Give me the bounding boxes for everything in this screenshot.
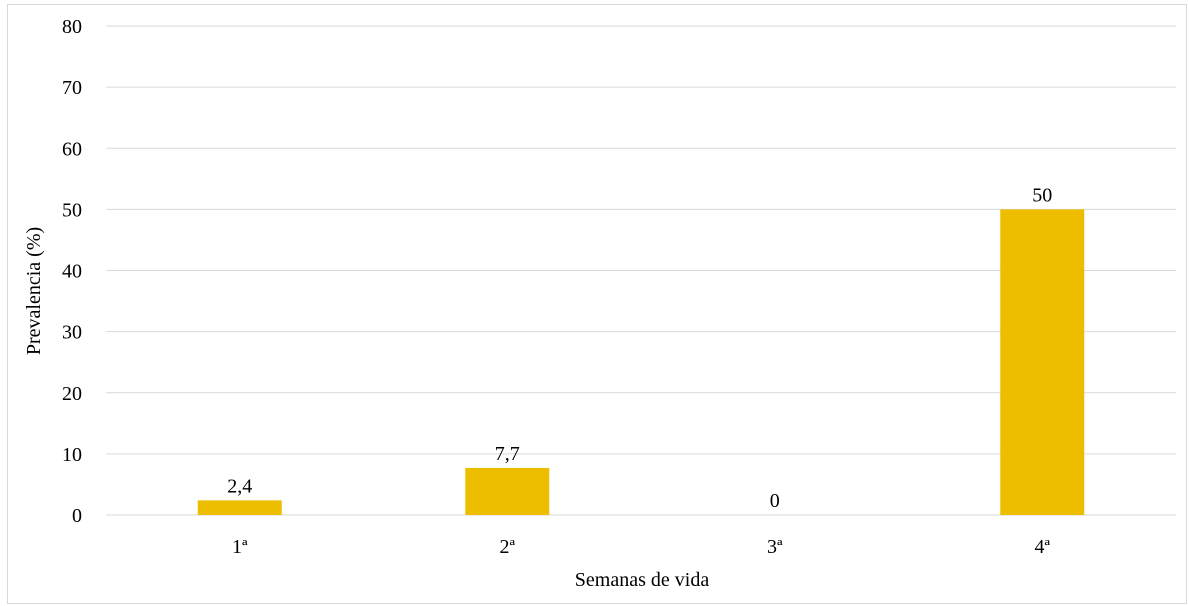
y-axis-tick-labels: 0 10 20 30 40 50 60 70 80	[62, 16, 82, 527]
data-labels: 2,4 7,7 0 50	[227, 184, 1052, 512]
x-axis-tick-labels: 1ª 2ª 3ª 4ª	[232, 536, 1051, 558]
y-tick-label-70: 70	[62, 77, 82, 99]
y-tick-label-80: 80	[62, 16, 82, 38]
bar-1	[197, 500, 282, 515]
data-label-1: 2,4	[227, 475, 252, 497]
data-label-2: 7,7	[495, 443, 520, 465]
y-tick-label-30: 30	[62, 322, 82, 344]
y-tick-label-0: 0	[72, 505, 82, 527]
y-tick-label-50: 50	[62, 199, 82, 221]
x-axis-title: Semanas de vida	[575, 569, 710, 591]
y-axis-title: Prevalencia (%)	[23, 227, 45, 355]
x-tick-label-1: 1ª	[232, 536, 248, 558]
bar-2	[465, 467, 550, 515]
x-tick-label-2: 2ª	[499, 536, 515, 558]
x-tick-label-3: 3ª	[767, 536, 783, 558]
y-tick-label-20: 20	[62, 383, 82, 405]
y-tick-label-60: 60	[62, 138, 82, 160]
y-tick-label-10: 10	[62, 444, 82, 466]
data-label-3: 0	[770, 490, 780, 512]
gridlines	[106, 25, 1176, 516]
data-label-4: 50	[1032, 184, 1052, 206]
bar-4	[1000, 209, 1085, 515]
bars	[197, 209, 1085, 515]
y-tick-label-40: 40	[62, 261, 82, 283]
x-tick-label-4: 4ª	[1034, 536, 1050, 558]
